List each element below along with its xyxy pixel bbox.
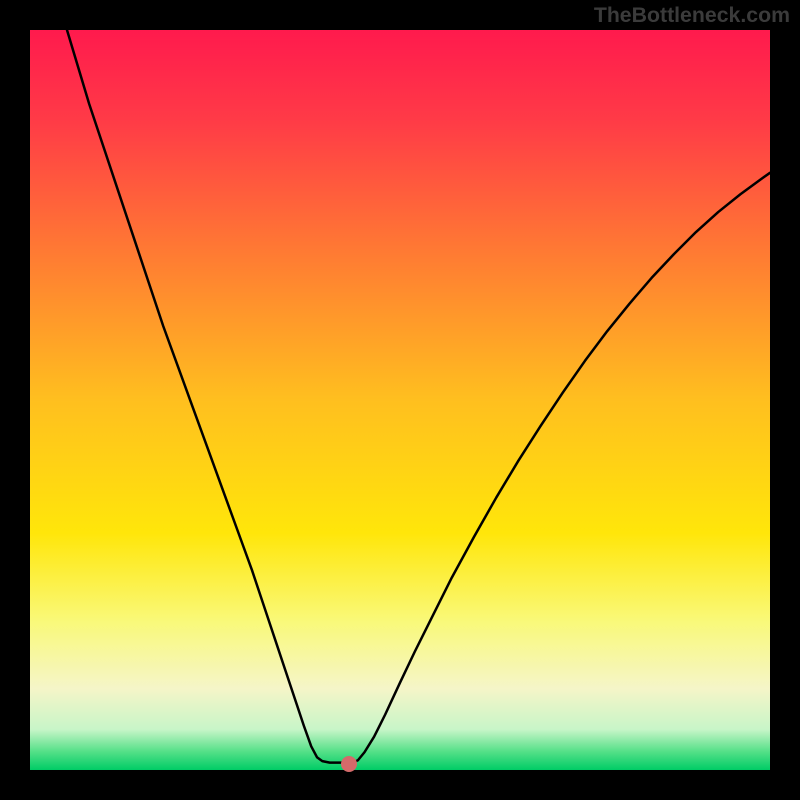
bottleneck-curve	[30, 30, 770, 770]
chart-stage: TheBottleneck.com	[0, 0, 800, 800]
plot-area	[30, 30, 770, 770]
watermark-text: TheBottleneck.com	[594, 3, 790, 28]
optimal-point-marker	[341, 756, 357, 772]
